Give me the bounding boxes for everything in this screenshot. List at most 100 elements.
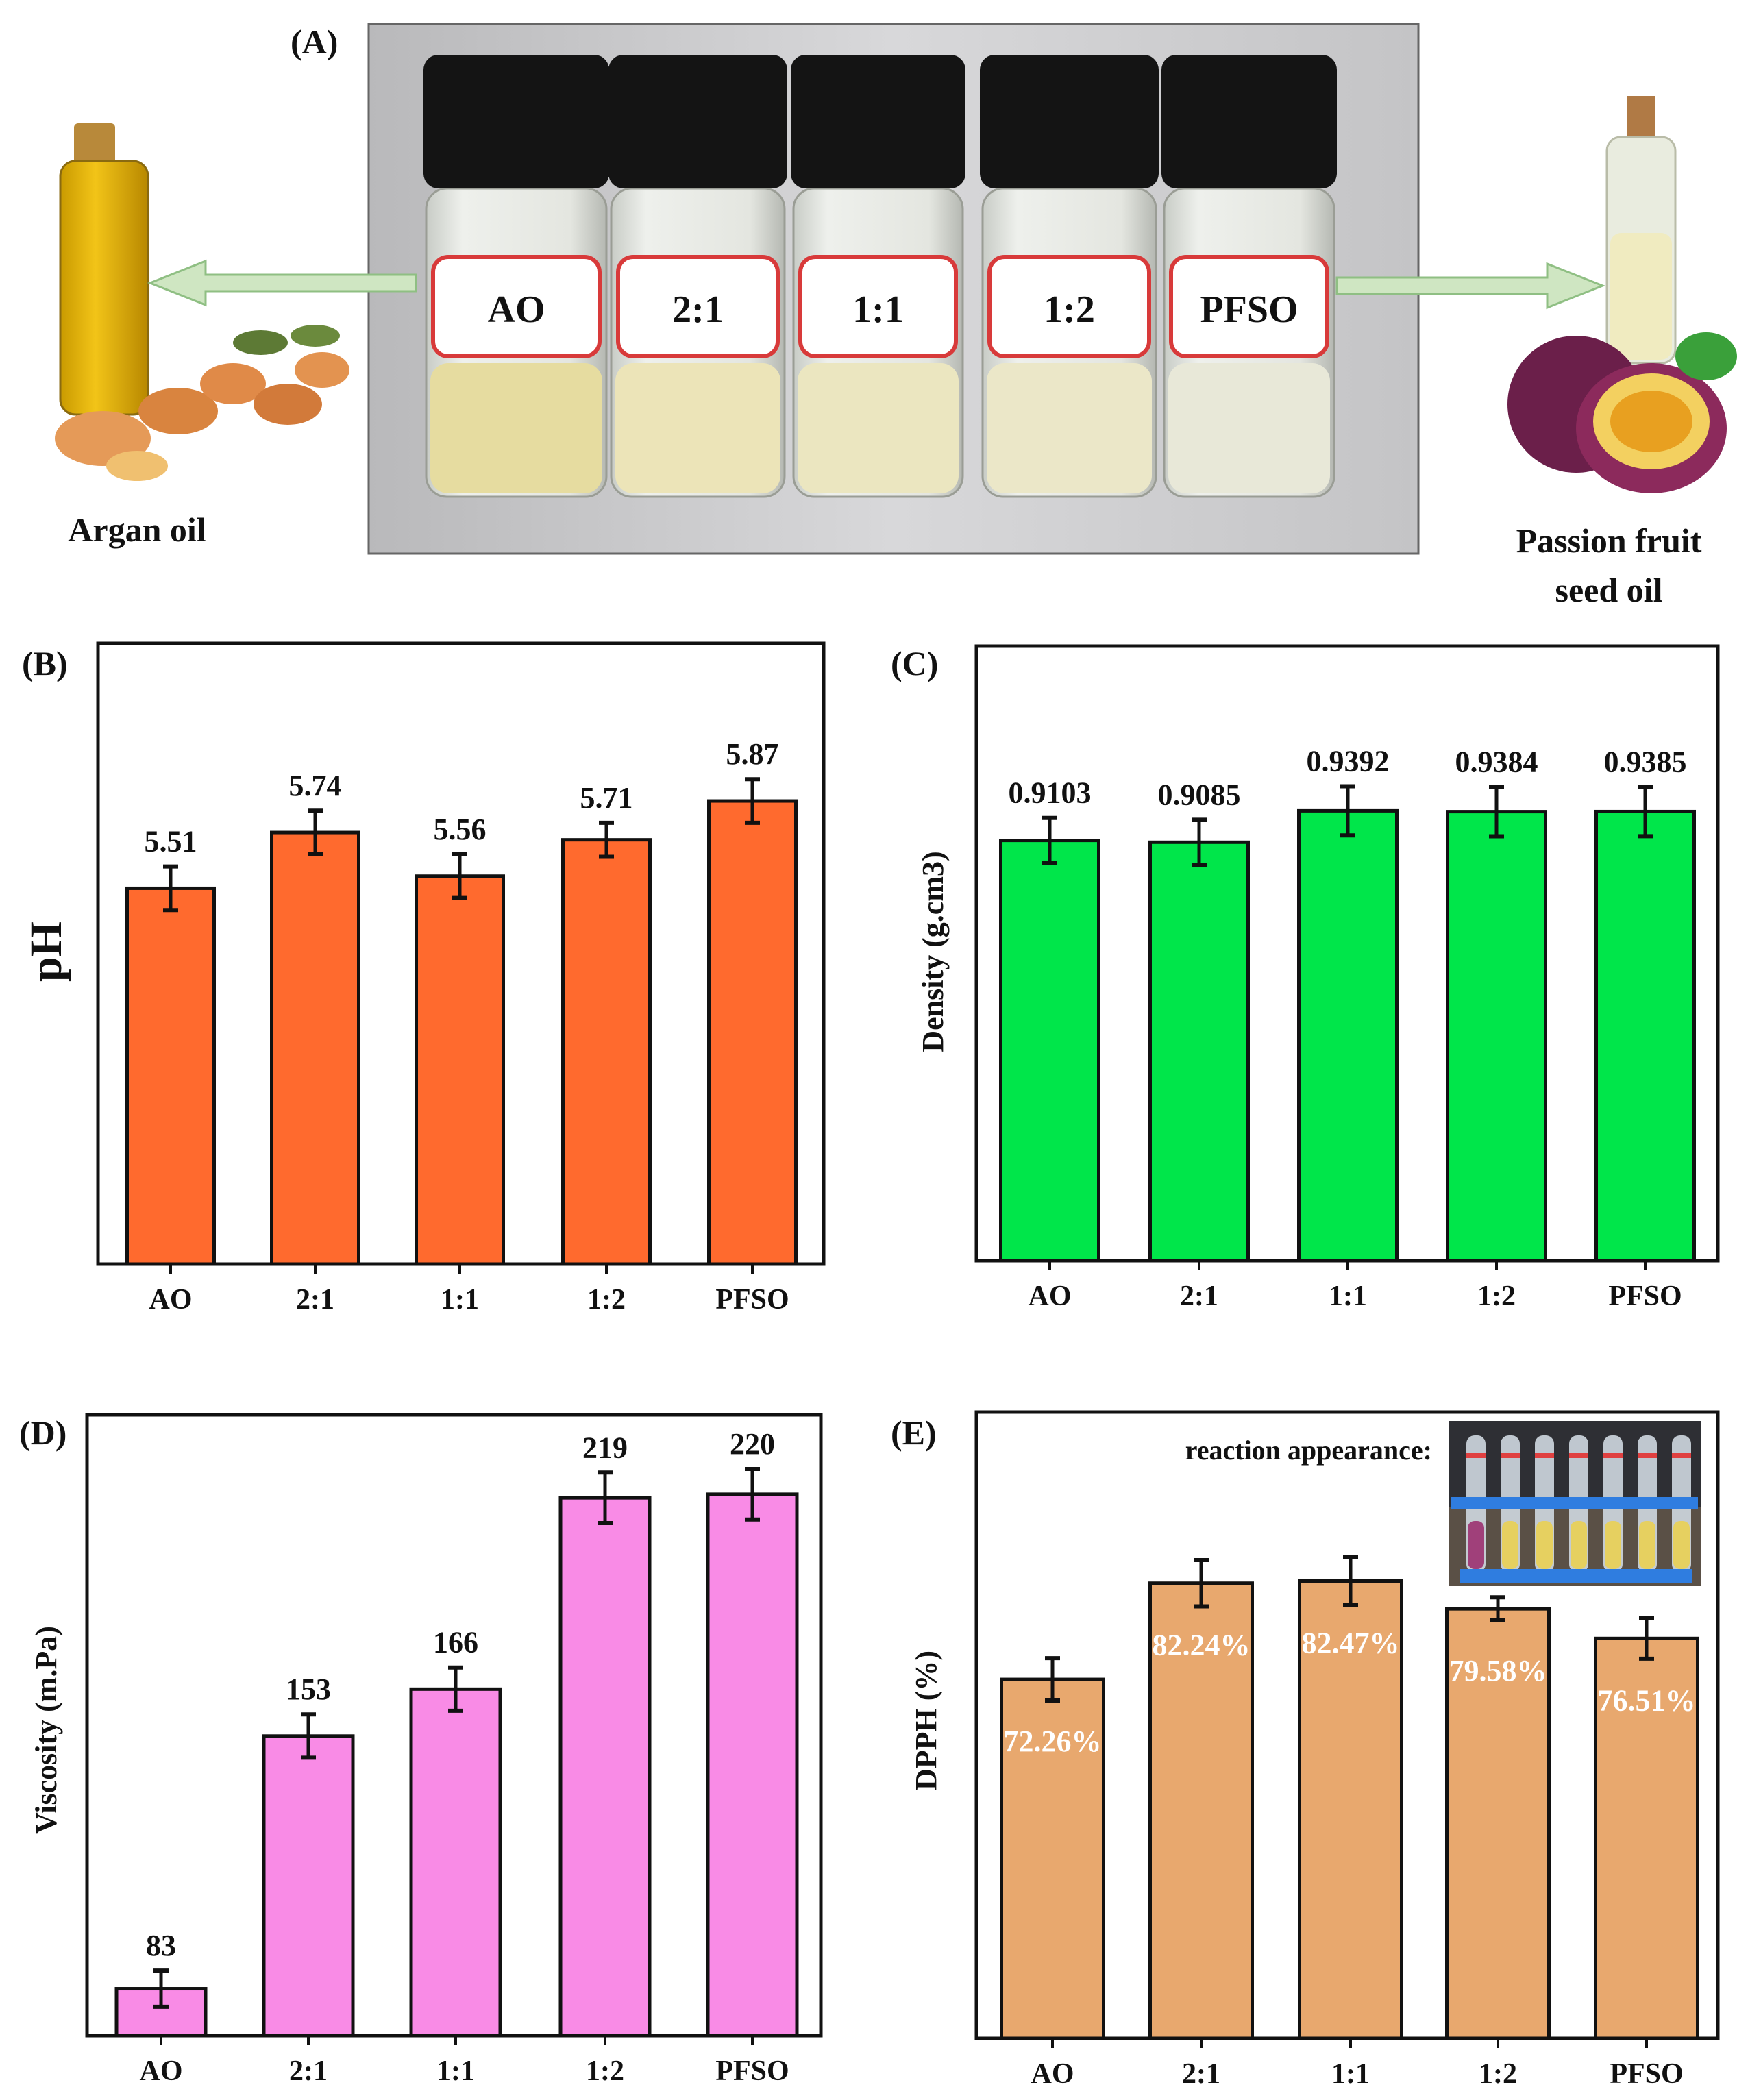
x-tick-label: 1:2	[1479, 2058, 1517, 2090]
bar	[707, 799, 798, 1266]
panel-a: (A) AO 2:1 1:1 1:2 PFSO Argan oil	[55, 23, 1737, 609]
error-bar	[1042, 815, 1057, 865]
vial-label: PFSO	[1200, 288, 1298, 331]
y-axis-label: Viscosity (m.Pa)	[29, 1626, 63, 1834]
error-bar	[153, 1968, 169, 2009]
passion-fruit-illustration	[1507, 96, 1737, 493]
error-bar	[308, 808, 323, 856]
vial-label-tag	[616, 255, 780, 358]
x-tick-label: 2:1	[1180, 1281, 1218, 1312]
x-tick-label: PFSO	[1608, 1281, 1682, 1312]
value-label: 0.9384	[1455, 745, 1538, 779]
vial: PFSO	[1161, 55, 1337, 498]
x-tick-label: PFSO	[715, 1284, 789, 1315]
error-bar	[163, 864, 178, 913]
x-tick-label: AO	[1029, 1281, 1072, 1312]
x-tick-label: PFSO	[1610, 2058, 1683, 2090]
x-tick-label: AO	[149, 1284, 193, 1315]
value-label: 0.9385	[1604, 745, 1687, 779]
error-bar	[598, 1470, 613, 1526]
value-label: 72.26%	[1004, 1725, 1102, 1758]
charts: (B) pH 5.51 AO 5.74 2:1 5.56 1:1 5.71 1:2 5.87 PFSO…	[19, 641, 1720, 2090]
bar	[1297, 808, 1399, 1263]
x-tick-label: 2:1	[296, 1284, 334, 1315]
vial-label-tag	[431, 255, 602, 358]
x-tick-label: 1:1	[1331, 2058, 1370, 2090]
error-bar	[1490, 1595, 1505, 1623]
x-tick-label: AO	[140, 2055, 183, 2087]
vial-cap	[423, 55, 609, 188]
error-bar	[1045, 1656, 1060, 1703]
y-axis-label: pH	[21, 922, 71, 982]
x-tick-label: 1:1	[441, 1284, 479, 1315]
vial-label: 2:1	[672, 288, 724, 331]
value-label: 0.9392	[1307, 745, 1390, 778]
bar	[561, 838, 652, 1266]
chart-panel-d: (D) Viscosity (m.Pa) 83 AO 153 2:1 166 1:1 219 1:…	[19, 1413, 823, 2087]
x-tick-label: AO	[1031, 2058, 1074, 2090]
value-label: 82.24%	[1153, 1629, 1251, 1662]
value-label: 5.74	[289, 769, 342, 802]
bar	[270, 830, 360, 1266]
panel-label: (B)	[22, 644, 68, 682]
bar	[1594, 809, 1696, 1263]
vial-label-tag	[987, 255, 1151, 358]
value-label: 76.51%	[1598, 1683, 1696, 1717]
panel-label: (D)	[19, 1413, 66, 1452]
vial-cap	[980, 55, 1159, 188]
error-bar	[448, 1665, 463, 1713]
error-bar	[1194, 1557, 1209, 1609]
value-label: 5.51	[145, 825, 197, 858]
chart-panel-e: (E) DPPH (%) 72.26% AO 82.24% 2:1 82.47% 1:1 79.…	[891, 1410, 1720, 2090]
value-label: 79.58%	[1449, 1654, 1547, 1688]
vial-label-tag	[798, 255, 958, 358]
error-bar	[745, 777, 760, 825]
vial: AO	[423, 55, 609, 498]
bar	[1594, 1636, 1699, 2040]
vial-cap	[791, 55, 965, 188]
reaction-photo	[1449, 1421, 1701, 1586]
error-bar	[1192, 817, 1207, 867]
x-tick-label: 1:1	[1329, 1281, 1367, 1312]
bar	[1148, 840, 1250, 1263]
bar	[706, 1492, 799, 2038]
error-bar	[745, 1467, 760, 1522]
arrow-left-icon	[147, 259, 417, 307]
error-bar	[301, 1712, 316, 1760]
bar	[415, 874, 505, 1266]
x-tick-label: 1:2	[586, 2055, 624, 2087]
x-tick-label: 2:1	[1182, 2058, 1220, 2090]
bar	[558, 1496, 652, 2038]
value-label: 153	[286, 1672, 331, 1706]
vial-label: AO	[488, 288, 545, 331]
value-label: 0.9103	[1009, 776, 1092, 810]
vial: 2:1	[608, 55, 787, 498]
y-axis-label: DPPH (%)	[909, 1651, 943, 1790]
panel-label: (E)	[891, 1413, 937, 1452]
passion-fruit-caption-line1: Passion fruit	[1516, 521, 1702, 560]
y-axis-label: Density (g.cm3)	[916, 851, 950, 1052]
panel-label: (C)	[891, 644, 938, 682]
bar	[1000, 1677, 1105, 2040]
bar	[999, 839, 1100, 1263]
vials: AO 2:1 1:1 1:2 PFSO	[423, 55, 1337, 498]
value-label: 0.9085	[1158, 778, 1241, 811]
error-bar	[599, 820, 614, 859]
value-label: 219	[582, 1431, 628, 1464]
arrow-right-icon	[1335, 262, 1606, 310]
argan-oil-illustration	[55, 123, 349, 481]
value-label: 5.87	[726, 737, 779, 771]
bar	[262, 1734, 355, 2038]
x-tick-label: 2:1	[289, 2055, 328, 2087]
x-tick-label: PFSO	[715, 2055, 789, 2087]
value-label: 220	[730, 1427, 775, 1461]
argan-oil-caption: Argan oil	[68, 510, 206, 549]
chart-panel-b: (B) pH 5.51 AO 5.74 2:1 5.56 1:1 5.71 1:2 5.87 PFSO	[21, 641, 826, 1315]
x-tick-label: 1:2	[1477, 1281, 1516, 1312]
error-bar	[1343, 1555, 1358, 1607]
value-label: 5.56	[434, 813, 487, 846]
vial-cap	[1161, 55, 1337, 188]
vial-label: 1:1	[852, 288, 904, 331]
vial-label: 1:2	[1044, 288, 1095, 331]
